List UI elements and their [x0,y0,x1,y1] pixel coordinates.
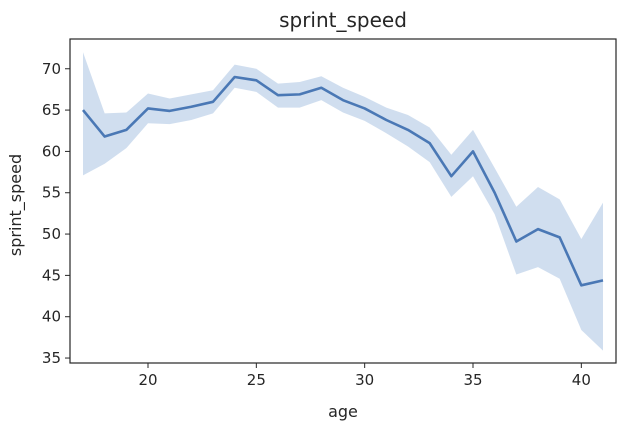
y-tick-label: 60 [42,142,61,160]
x-axis-ticks: 20 25 30 35 40 [138,363,591,389]
y-tick-label: 55 [42,184,61,202]
series-line [81,75,604,287]
x-tick-label: 20 [138,371,157,389]
x-tick-label: 30 [355,371,374,389]
y-tick-label: 45 [42,266,61,284]
y-tick-label: 50 [42,225,61,243]
x-tick-label: 35 [463,371,482,389]
y-axis-label: sprint_speed [6,154,26,256]
x-axis-label: age [328,402,358,421]
y-tick-label: 35 [42,349,61,367]
confidence-band [83,52,603,351]
y-tick-label: 65 [42,101,61,119]
y-axis-ticks: 35 40 45 50 55 60 65 70 [42,60,70,367]
x-tick-label: 40 [572,371,591,389]
plot-frame [69,38,617,364]
y-tick-label: 70 [42,60,61,78]
y-tick-label: 40 [42,308,61,326]
chart-title: sprint_speed [279,8,407,32]
x-tick-label: 25 [247,371,266,389]
